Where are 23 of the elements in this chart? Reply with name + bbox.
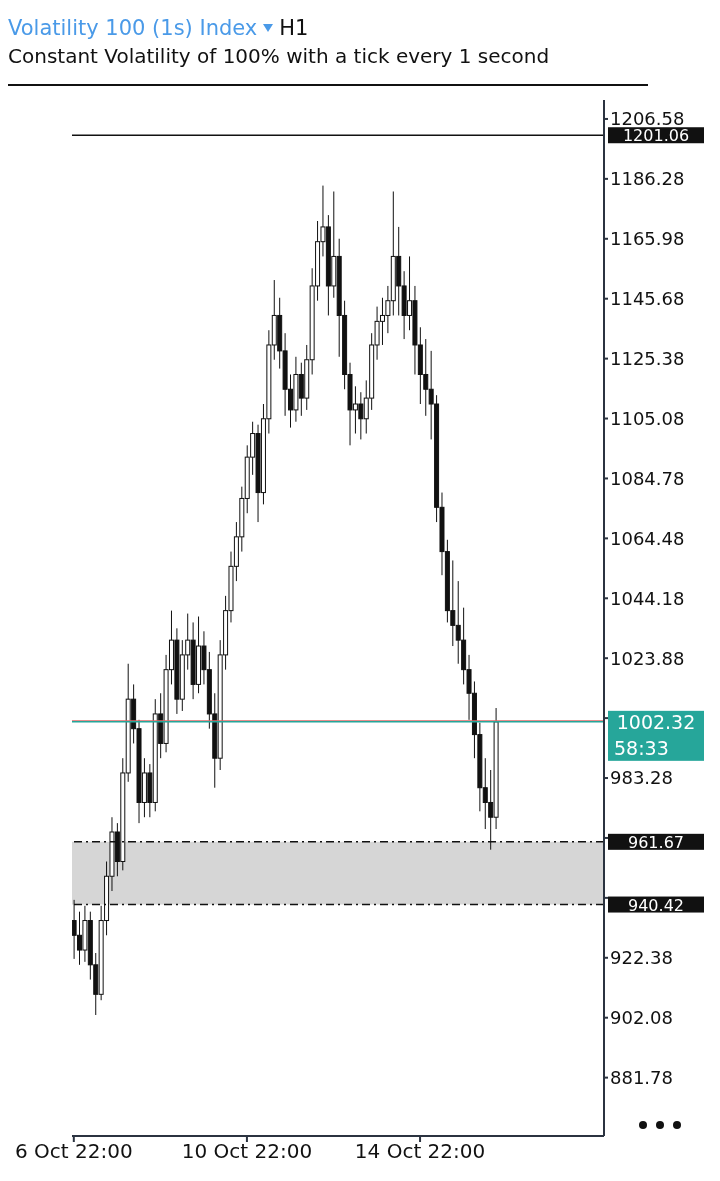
ref-line-label: 940.42 (628, 895, 684, 915)
chart-subtitle: Constant Volatility of 100% with a tick every 1 second (8, 44, 551, 68)
ref-line-label: 1002.32 (616, 710, 696, 733)
y-tick-label: 1145.68 (610, 288, 685, 310)
ref-line-label: 961.67 (628, 832, 684, 852)
chart-title: Volatility 100 (1s) Index (8, 16, 258, 40)
text: 58:33 (614, 736, 669, 759)
y-tick-label: 1165.98 (610, 228, 685, 250)
x-tick-label: 6 Oct 22:00 (14, 1139, 133, 1164)
y-tick-label: 983.28 (610, 767, 673, 789)
x-tick-label: 14 Oct 22:00 (354, 1139, 486, 1164)
text: H1 (279, 16, 309, 40)
y-tick-label: 902.08 (610, 1007, 673, 1029)
y-tick-label: 1023.88 (610, 647, 685, 669)
y-tick-label: 1125.38 (610, 348, 685, 370)
y-tick-label: 1044.18 (610, 587, 685, 609)
y-tick-label: 922.38 (610, 947, 673, 969)
x-tick-label: 10 Oct 22:00 (181, 1139, 313, 1164)
y-tick-label: 1186.28 (610, 168, 685, 190)
y-tick-label: 1084.78 (610, 467, 685, 489)
y-tick-label: 1064.48 (610, 527, 685, 549)
y-tick-label: 881.78 (610, 1067, 673, 1089)
y-tick-label: 1105.08 (610, 407, 685, 429)
